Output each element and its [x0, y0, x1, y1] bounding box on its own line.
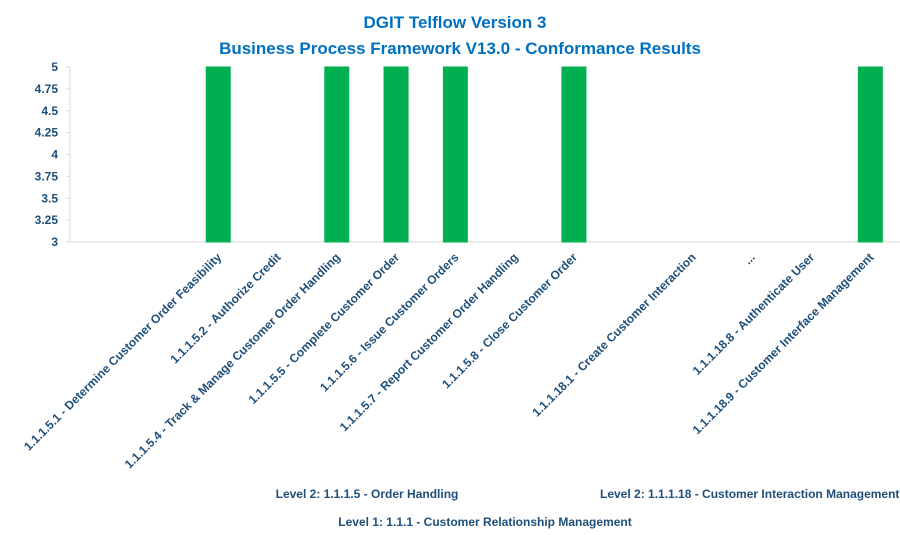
group-label: Level 2: 1.1.1.18 - Customer Interaction…	[600, 487, 899, 501]
bar	[442, 66, 468, 243]
bar	[857, 66, 883, 243]
x-tick-label: ...	[741, 250, 758, 267]
y-tick-label: 3.5	[41, 191, 58, 205]
bar	[324, 66, 350, 243]
y-tick-label: 4.5	[41, 104, 58, 118]
x-tick-label: 1.1.1.5.1 - Determine Customer Order Fea…	[21, 250, 224, 453]
chart-title: DGIT Telflow Version 3	[364, 13, 547, 32]
bar	[561, 66, 587, 243]
y-tick-label: 4	[51, 148, 58, 162]
bar	[205, 66, 231, 243]
y-tick-label: 3.25	[35, 213, 59, 227]
x-tick-label: 1.1.1.18.8 - Authenticate User	[690, 250, 818, 378]
group-label: Level 2: 1.1.1.5 - Order Handling	[276, 487, 459, 501]
bar	[383, 66, 409, 243]
y-tick-label: 4.75	[35, 82, 59, 96]
y-tick-label: 4.25	[35, 126, 59, 140]
y-tick-label: 3.75	[35, 169, 59, 183]
y-tick-label: 5	[51, 60, 58, 74]
x-tick-label: 1.1.1.5.2 - Authorize Credit	[167, 250, 283, 366]
chart-subtitle: Business Process Framework V13.0 - Confo…	[219, 39, 701, 58]
y-tick-label: 3	[51, 235, 58, 249]
group-label: Level 1: 1.1.1 - Customer Relationship M…	[338, 515, 631, 529]
x-tick-label: 1.1.1.5.4 - Track & Manage Customer Orde…	[122, 250, 343, 471]
